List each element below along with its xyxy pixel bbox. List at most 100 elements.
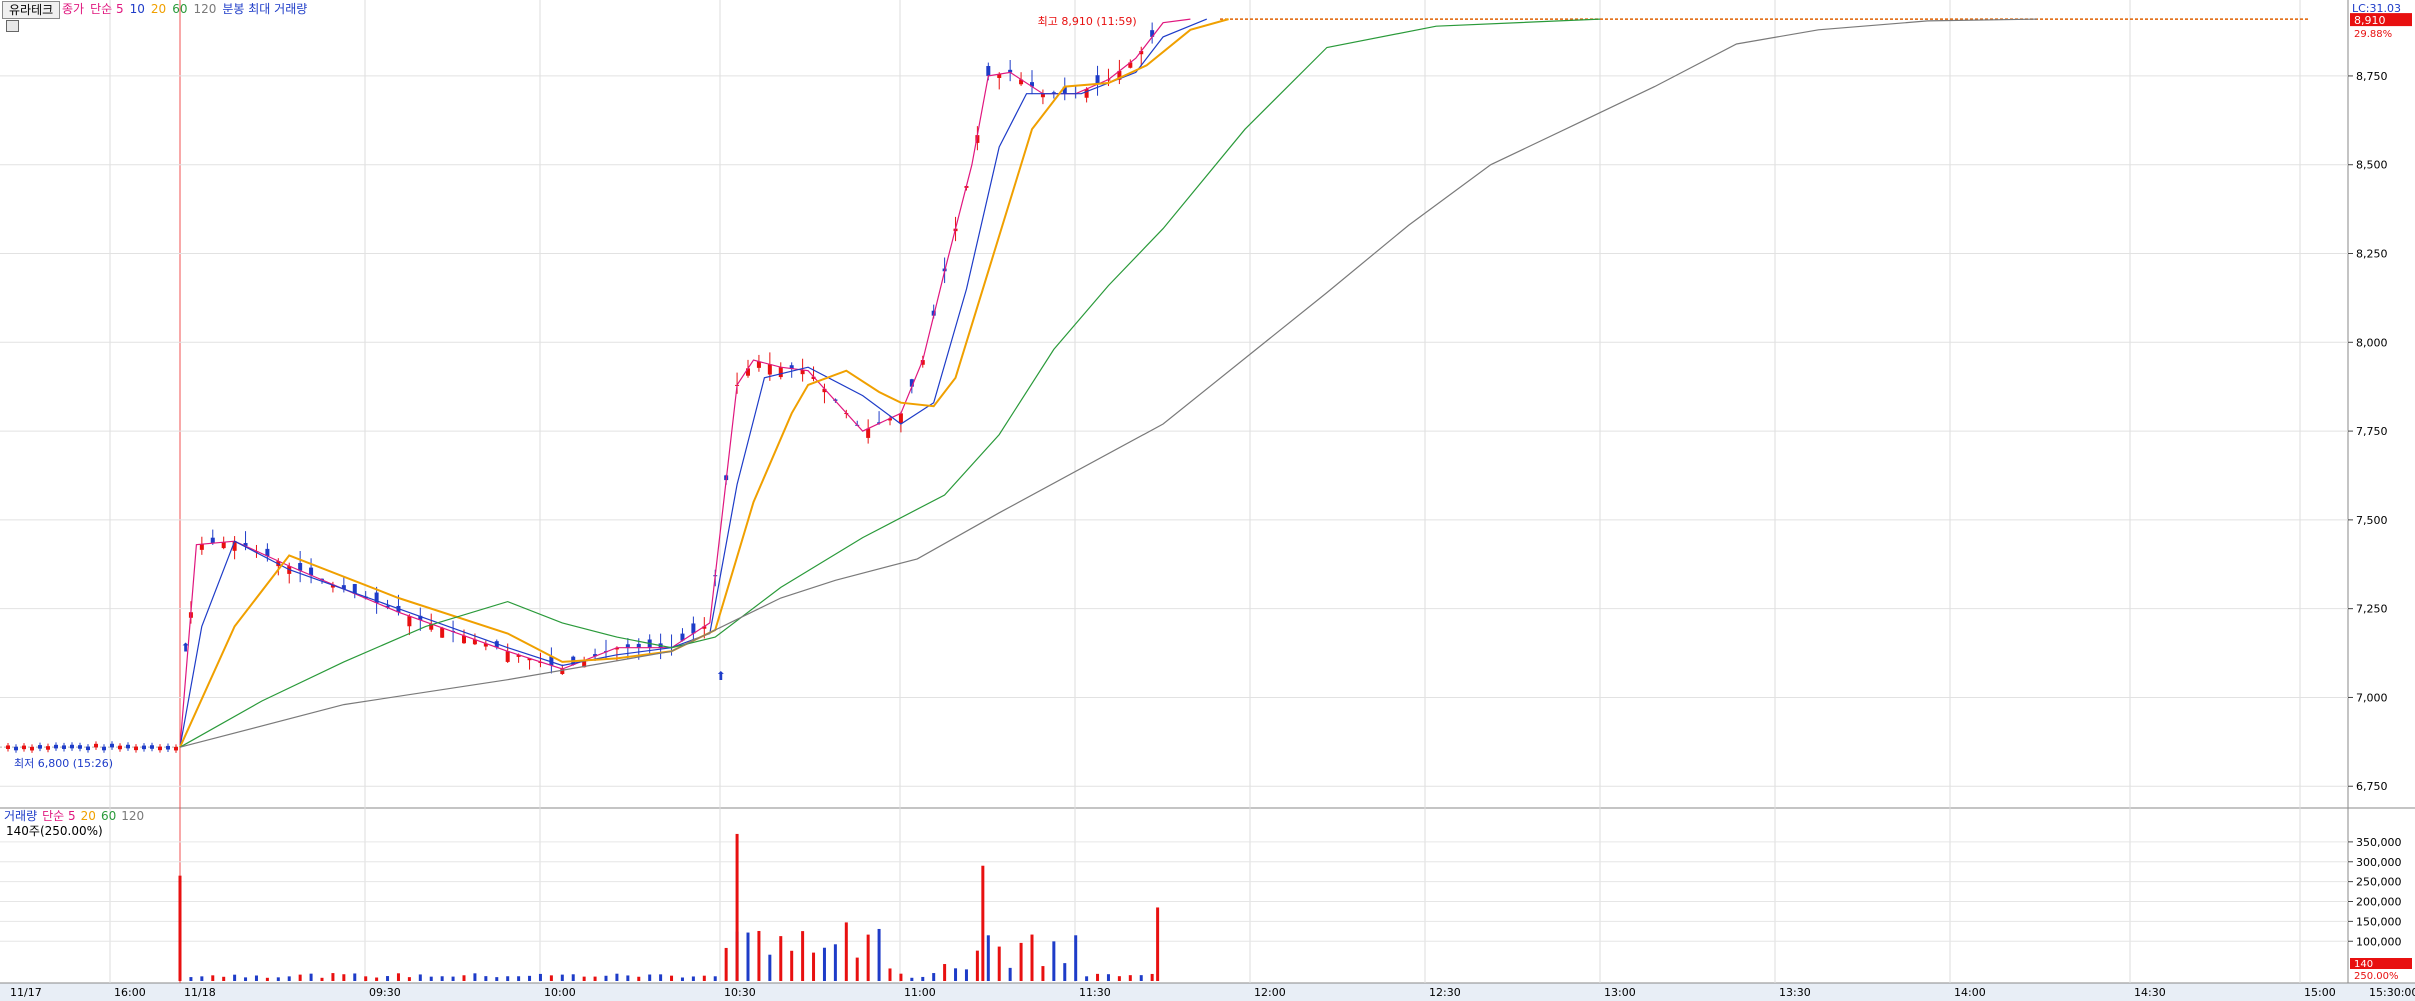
candle-body	[866, 428, 871, 438]
volume-bar	[757, 930, 761, 981]
time-tick-label: 13:30	[1779, 986, 1811, 999]
volume-bar	[921, 976, 925, 981]
time-tick-label: 11/17	[10, 986, 42, 999]
moving-average-10	[179, 18, 1208, 748]
legend-item-4: 60	[172, 2, 188, 16]
candle-body	[811, 376, 816, 379]
candle-body	[691, 623, 696, 634]
candle-body	[1062, 86, 1067, 94]
volume-bar	[222, 976, 226, 981]
candle-body	[232, 541, 237, 551]
volume-bar	[604, 975, 608, 981]
volume-bar	[899, 973, 903, 981]
time-tick-label: 13:00	[1604, 986, 1636, 999]
volume-bar	[877, 928, 881, 981]
volume-bar	[975, 950, 979, 981]
volume-bar	[932, 973, 936, 981]
volume-bar	[200, 976, 204, 981]
candle-body	[800, 369, 805, 375]
candle-body	[527, 658, 532, 661]
volume-bar	[910, 977, 914, 981]
time-tick-label: 14:30	[2134, 986, 2166, 999]
volume-bar	[713, 976, 717, 981]
buy-arrow-icon: ⬆	[716, 669, 726, 683]
volume-tick-label: 250,000	[2356, 876, 2402, 889]
time-axis-band	[0, 983, 2415, 1001]
candle-body	[30, 746, 34, 751]
volume-bar	[473, 973, 477, 981]
volume-bar	[822, 947, 826, 981]
candle-body	[582, 660, 587, 668]
volume-bar	[986, 935, 990, 981]
volume-bar	[549, 975, 553, 981]
candle-body	[1019, 79, 1024, 85]
candle-body	[1150, 30, 1155, 37]
low-price-annotation: 최저 6,800 (15:26)	[14, 757, 113, 770]
volume-bar	[244, 977, 248, 981]
candle-body	[429, 623, 434, 630]
volume-legend-item-4: 120	[121, 809, 145, 823]
volume-bar	[189, 977, 193, 981]
volume-bar	[287, 976, 291, 981]
candle-body	[1095, 75, 1100, 85]
volume-bar	[702, 975, 706, 981]
volume-bar	[833, 944, 837, 981]
candle-body	[110, 743, 114, 748]
volume-bar	[954, 968, 958, 981]
candle-body	[931, 310, 936, 316]
volume-bar	[626, 975, 630, 981]
moving-average-120	[179, 18, 2037, 748]
time-tick-label: 11:00	[904, 986, 936, 999]
candle-body	[789, 365, 794, 369]
volume-bar	[801, 931, 805, 981]
volume-bar	[538, 973, 542, 981]
candle-body	[352, 584, 357, 594]
current-change-label: 29.88%	[2354, 29, 2392, 40]
volume-bar	[484, 976, 488, 981]
volume-info: 140주(250.00%)	[6, 824, 103, 838]
legend-item-2: 10	[129, 2, 145, 16]
high-price-annotation: 최고 8,910 (11:59)	[1038, 15, 1137, 28]
time-tick-label: 12:30	[1429, 986, 1461, 999]
candle-body	[210, 537, 215, 544]
candle-body	[440, 627, 445, 638]
volume-bar	[440, 976, 444, 981]
candle-body	[680, 633, 685, 641]
volume-bar	[1106, 974, 1110, 981]
volume-bar	[298, 974, 302, 981]
candle-body	[265, 548, 270, 557]
candle-body	[614, 647, 619, 650]
price-tick-label: 8,250	[2356, 248, 2388, 261]
volume-bar	[943, 964, 947, 981]
volume-bar	[648, 974, 652, 981]
time-tick-label: 14:00	[1954, 986, 1986, 999]
candle-body	[221, 542, 226, 549]
volume-bar	[670, 975, 674, 981]
candle-body	[78, 745, 82, 749]
volume-bar	[659, 974, 663, 981]
volume-bar	[964, 969, 968, 981]
candle-body	[778, 367, 783, 378]
time-tick-label: 15:30:00	[2369, 986, 2415, 999]
volume-tick-label: 100,000	[2356, 935, 2402, 948]
settings-icon[interactable]	[6, 20, 19, 32]
volume-legend: 거래량 단순 5 20 60 120	[4, 808, 149, 824]
candle-body	[767, 364, 772, 375]
candle-body	[483, 643, 488, 647]
candle-body	[174, 746, 178, 751]
candle-body	[1128, 62, 1133, 68]
stock-name-tab[interactable]: 유라테크	[2, 1, 61, 19]
volume-bar	[396, 973, 400, 981]
volume-legend-item-2: 20	[80, 809, 96, 823]
buy-arrow-icon: ⬆	[180, 641, 190, 655]
time-tick-label: 11:30	[1079, 986, 1111, 999]
candle-body	[22, 745, 26, 750]
legend-item-1: 단순 5	[90, 2, 124, 16]
volume-bar	[866, 934, 870, 981]
volume-bar	[997, 946, 1001, 981]
candle-body	[341, 585, 346, 590]
moving-average-60	[179, 18, 1601, 748]
candle-body	[298, 563, 303, 571]
candle-body	[1030, 82, 1034, 87]
